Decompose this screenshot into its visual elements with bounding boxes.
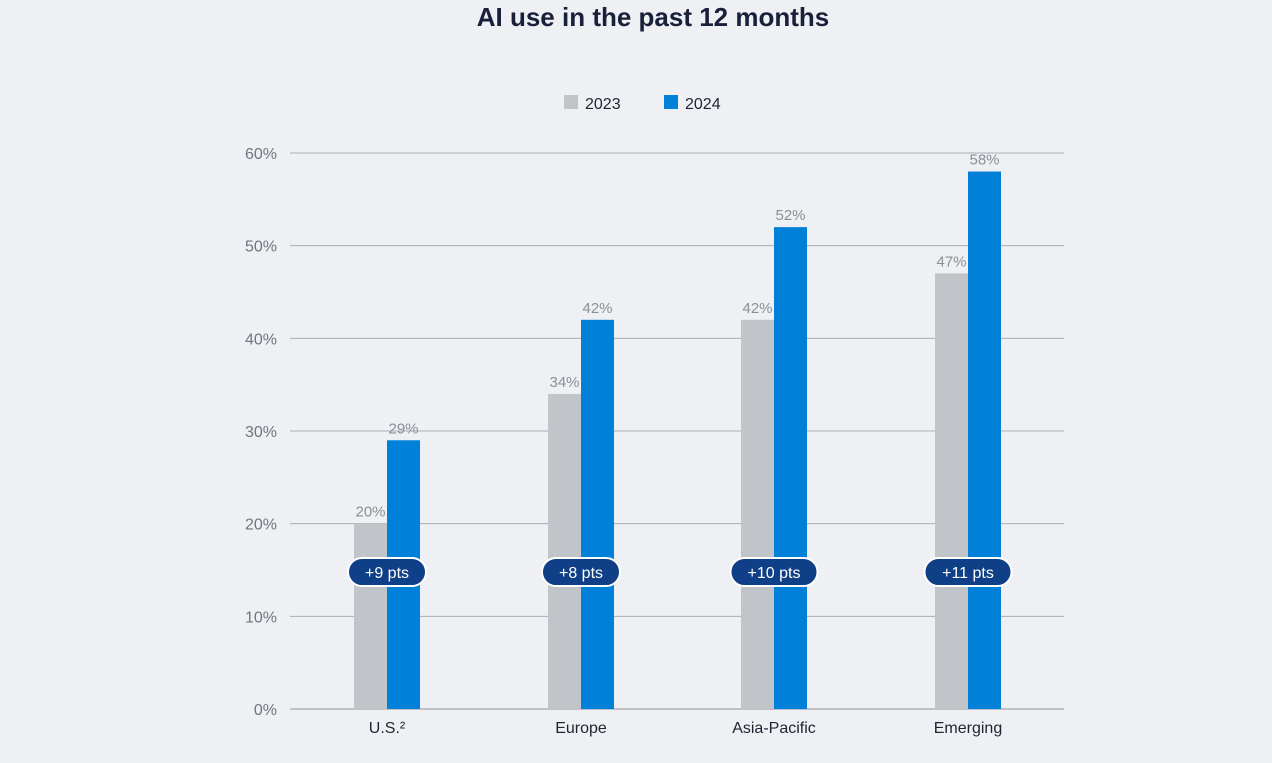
bar-2023	[354, 523, 387, 709]
bar-2023	[741, 319, 774, 709]
y-tick-label: 40%	[245, 331, 277, 348]
difference-label: +8 pts	[559, 565, 603, 582]
difference-label: +9 pts	[365, 565, 409, 582]
y-tick-label: 0%	[254, 702, 277, 719]
difference-label: +11 pts	[942, 565, 994, 582]
y-tick-label: 20%	[245, 517, 277, 534]
difference-badge	[541, 557, 621, 587]
legend-label-2023: 2023	[585, 96, 621, 113]
difference-badge	[923, 557, 1013, 587]
y-tick-label: 30%	[245, 424, 277, 441]
difference-badge	[729, 557, 819, 587]
category-label: Emerging	[934, 720, 1002, 737]
bar-2023	[548, 393, 581, 709]
chart-title: AI use in the past 12 months	[476, 2, 830, 32]
bar-2023	[935, 273, 968, 709]
category-label: U.S.²	[369, 720, 406, 737]
y-tick-label: 50%	[245, 239, 277, 256]
bar-2024	[774, 227, 807, 709]
legend-swatch-2023	[564, 95, 578, 109]
value-label-2023: 42%	[742, 300, 772, 317]
category-label: Europe	[555, 720, 607, 737]
value-label-2024: 58%	[969, 152, 999, 169]
bar-2024	[581, 319, 614, 709]
value-label-2023: 20%	[355, 504, 385, 521]
y-tick-label: 60%	[245, 146, 277, 163]
value-label-2023: 47%	[936, 253, 966, 270]
value-label-2024: 42%	[582, 300, 612, 317]
y-tick-label: 10%	[245, 609, 277, 626]
value-label-2024: 52%	[775, 207, 805, 224]
legend-swatch-2024	[664, 95, 678, 109]
difference-badge	[347, 557, 427, 587]
category-label: Asia-Pacific	[732, 720, 816, 737]
value-label-2023: 34%	[549, 374, 579, 391]
legend-label-2024: 2024	[685, 96, 721, 113]
difference-label: +10 pts	[748, 565, 801, 582]
value-label-2024: 29%	[388, 420, 418, 437]
bar-2024	[968, 171, 1001, 710]
